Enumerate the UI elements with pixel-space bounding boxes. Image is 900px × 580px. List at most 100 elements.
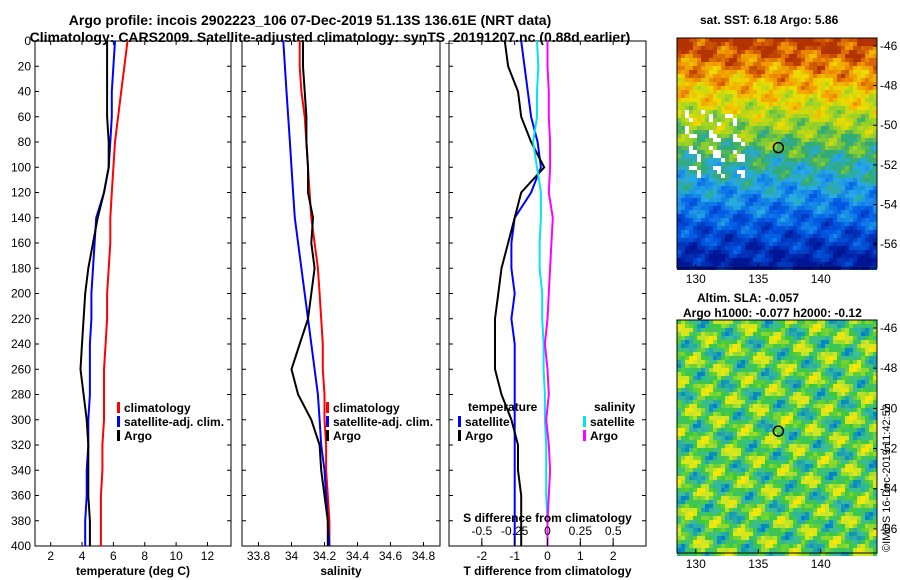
- sla-map-y-label: -54: [880, 482, 898, 496]
- legend-label-temperature: satellite-adj. clim.: [124, 415, 224, 429]
- panel-frame-temperature: [34, 40, 232, 547]
- sst-map-y-label: -50: [880, 118, 898, 132]
- sst-map-x-label: 140: [811, 272, 831, 286]
- y-tick-label: 120: [11, 186, 31, 200]
- satellite-adj-clim-line-temperature: [84, 40, 116, 546]
- s-tick-label: -0.25: [501, 524, 529, 538]
- x-tick-label-salinity: 34.4: [346, 549, 370, 563]
- x-tick-label-temperature: 10: [169, 549, 183, 563]
- sst-map-y-label: -46: [880, 39, 898, 53]
- y-tick-label: 20: [18, 59, 32, 73]
- legend-swatch-salinity: [326, 402, 329, 413]
- sst-map-frame: [676, 37, 878, 269]
- y-tick-label: 200: [11, 287, 31, 301]
- argo-position-marker: [772, 425, 785, 437]
- sst-map-y-label: -54: [880, 198, 898, 212]
- legend-title-temperature: temperature: [468, 400, 538, 414]
- y-tick-label: 240: [11, 337, 31, 351]
- sla-map-x-label: 140: [811, 557, 831, 571]
- sla-map-frame: [676, 319, 878, 554]
- sst-map-title: sat. SST: 6.18 Argo: 5.86: [700, 13, 839, 27]
- s-axis-label: S difference from climatology: [463, 511, 632, 525]
- argo-line-temperature: [79, 41, 110, 546]
- legend-swatch-temperature: [117, 430, 120, 441]
- sst-map-x-label: 130: [686, 272, 706, 286]
- sla-map-title: Altim. SLA: -0.057: [697, 291, 800, 305]
- sst-map-x-label: 135: [748, 272, 768, 286]
- y-tick-label: 0: [24, 34, 31, 48]
- x-tick-label-difference: -2: [476, 549, 487, 563]
- panel-frame-difference: [448, 40, 647, 547]
- legend-swatch-difference: [583, 430, 586, 441]
- y-tick-label: 400: [11, 539, 31, 553]
- t-diff-satellite-line: [510, 40, 542, 546]
- legend-label-difference: satellite: [590, 415, 635, 429]
- y-tick-label: 180: [11, 261, 31, 275]
- y-tick-label: 380: [11, 514, 31, 528]
- sla-map-image: [677, 320, 877, 556]
- legend-label-difference: satellite: [465, 415, 510, 429]
- x-tick-label-difference: 2: [610, 549, 617, 563]
- legend-label-difference: Argo: [465, 429, 493, 443]
- y-tick-label: 60: [18, 110, 32, 124]
- legend-title-salinity: salinity: [594, 400, 636, 414]
- y-tick-label: 140: [11, 211, 31, 225]
- sla-map-y-label: -48: [880, 361, 898, 375]
- x-tick-label-salinity: 34.8: [412, 549, 436, 563]
- y-tick-label: 100: [11, 160, 31, 174]
- y-tick-label: 320: [11, 438, 31, 452]
- sla-map-y-label: -46: [880, 321, 898, 335]
- sst-map-y-label: -56: [880, 237, 898, 251]
- s-tick-label: 0.25: [569, 524, 593, 538]
- sst-map-y-label: -52: [880, 158, 898, 172]
- legend-label-temperature: Argo: [124, 429, 152, 443]
- x-axis-label-difference: T difference from climatology: [463, 564, 631, 578]
- x-tick-label-temperature: 8: [141, 549, 148, 563]
- s-tick-label: -0.5: [471, 524, 492, 538]
- x-tick-label-difference: -1: [509, 549, 520, 563]
- figure-title-line1: Argo profile: incois 2902223_106 07-Dec-…: [68, 12, 552, 28]
- legend-label-salinity: climatology: [333, 401, 400, 415]
- y-tick-label: 220: [11, 312, 31, 326]
- sla-map-x-label: 135: [748, 557, 768, 571]
- s-tick-label: 0.5: [605, 524, 622, 538]
- y-tick-label: 40: [18, 85, 32, 99]
- legend-swatch-difference: [458, 430, 461, 441]
- legend-label-temperature: climatology: [124, 401, 191, 415]
- sst-map-image: [677, 38, 877, 270]
- sla-map-y-label: -50: [880, 401, 898, 415]
- sst-map-y-label: -48: [880, 79, 898, 93]
- s-diff-argo-line: [543, 41, 554, 546]
- s-diff-satellite-line: [532, 40, 549, 546]
- legend-label-salinity: Argo: [333, 429, 361, 443]
- x-tick-label-temperature: 4: [79, 549, 86, 563]
- sla-map-x-label: 130: [686, 557, 706, 571]
- y-tick-label: 280: [11, 388, 31, 402]
- panel-frame-salinity: [241, 40, 441, 547]
- x-tick-label-salinity: 34: [285, 549, 299, 563]
- y-tick-label: 300: [11, 413, 31, 427]
- x-tick-label-salinity: 34.2: [313, 549, 337, 563]
- x-tick-label-salinity: 34.6: [379, 549, 403, 563]
- satellite-adj-clim-line-salinity: [282, 40, 331, 547]
- x-axis-label-temperature: temperature (deg C): [76, 564, 190, 578]
- x-tick-label-difference: 0: [544, 549, 551, 563]
- y-tick-label: 340: [11, 463, 31, 477]
- sla-map-y-label: -56: [880, 522, 898, 536]
- y-tick-label: 160: [11, 236, 31, 250]
- legend-swatch-temperature: [117, 416, 120, 427]
- legend-swatch-temperature: [117, 402, 120, 413]
- x-axis-label-salinity: salinity: [320, 564, 362, 578]
- x-tick-label-temperature: 6: [110, 549, 117, 563]
- y-tick-label: 360: [11, 489, 31, 503]
- legend-label-difference: Argo: [590, 429, 618, 443]
- legend-label-salinity: satellite-adj. clim.: [333, 415, 433, 429]
- legend-swatch-salinity: [326, 430, 329, 441]
- argo-line-salinity: [290, 41, 329, 546]
- climatology-line-salinity: [298, 41, 331, 546]
- imos-credit: ©IMOS 16-Dec-2019 11:42:52: [881, 404, 893, 552]
- climatology-line-temperature: [99, 40, 129, 546]
- sla-map-subtitle: Argo h1000: -0.077 h2000: -0.12: [683, 306, 862, 320]
- x-tick-label-salinity: 33.8: [247, 549, 271, 563]
